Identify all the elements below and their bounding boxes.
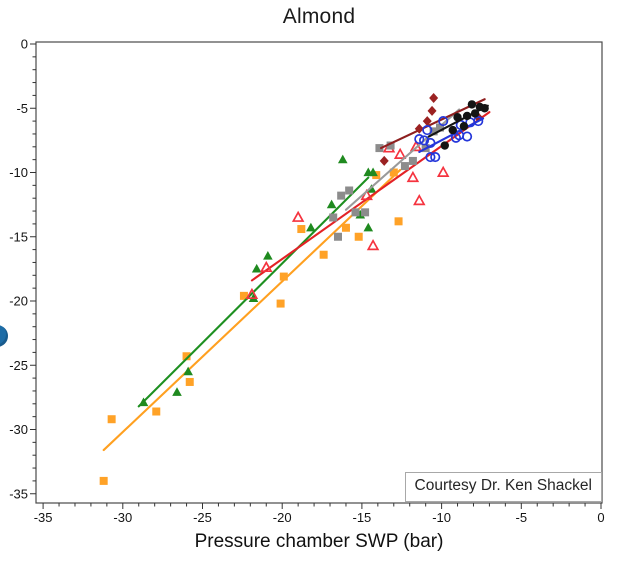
marker-red-open-triangles [393,147,407,159]
marker-gray-squares [408,156,417,165]
marker-green-triangles [326,199,337,209]
marker-dark-red-diamonds [427,105,437,116]
marker-green-triangles [172,387,182,396]
marker-orange-squares [319,250,328,259]
marker-dark-red-diamonds [414,123,424,134]
trend-line-dark-red-diamonds [379,98,486,150]
marker-orange-squares [107,415,116,424]
x-tick-label: -5 [516,510,528,525]
marker-gray-squares [351,208,360,217]
x-tick-label: -15 [353,510,372,525]
marker-black-circles [480,104,489,113]
marker-orange-squares [354,232,363,241]
marker-red-open-triangles [436,165,450,177]
marker-gray-squares [337,191,346,200]
x-tick-label: 0 [597,510,604,525]
y-tick-label: -35 [9,486,28,501]
marker-orange-squares [389,168,398,177]
marker-red-open-triangles [366,239,380,251]
marker-green-triangles [251,263,262,273]
marker-blue-open-circles [430,152,441,163]
marker-orange-squares [297,225,306,234]
x-tick-label: -25 [193,510,212,525]
marker-blue-open-circles [438,116,449,127]
y-tick-label: -30 [9,422,28,437]
plot-frame [35,41,603,504]
x-tick-label: -30 [113,510,132,525]
marker-red-open-triangles [291,210,305,222]
marker-green-triangles [263,251,273,260]
marker-gray-squares [386,141,395,150]
marker-gray-squares [329,213,338,222]
y-tick-label: -15 [9,229,28,244]
x-tick-label: -10 [432,510,451,525]
marker-gray-squares [400,162,409,171]
y-tick-label: -25 [9,358,28,373]
marker-orange-squares [239,291,248,300]
marker-dark-red-diamonds [379,155,389,166]
marker-blue-open-circles [422,125,433,136]
marker-orange-squares [276,299,285,308]
marker-green-triangles [138,397,149,407]
x-tick-label: -35 [34,510,53,525]
marker-gray-squares [333,232,342,241]
marker-gray-squares [361,208,370,217]
marker-green-triangles [306,222,316,232]
marker-orange-squares [152,407,161,416]
marker-green-triangles [368,167,378,177]
marker-gray-squares [375,144,384,153]
marker-black-circles [448,125,457,135]
marker-green-triangles [363,222,374,232]
x-axis-title: Pressure chamber SWP (bar) [194,531,444,552]
edge-partial-circle-decoration [0,325,8,347]
marker-blue-open-circles [462,131,473,142]
y-tick-label: -5 [16,101,28,116]
marker-dark-red-diamonds [422,116,432,127]
marker-red-open-triangles [406,170,420,183]
marker-black-circles [462,111,472,121]
marker-orange-squares [394,217,403,226]
marker-blue-open-circles [419,135,430,146]
marker-gray-squares [429,127,438,136]
y-tick-label: -10 [9,165,28,180]
marker-blue-open-circles [425,152,436,163]
marker-red-open-triangles [260,260,273,273]
chart-title: Almond [282,5,356,28]
marker-green-triangles [183,366,193,376]
marker-gray-squares [345,186,354,195]
marker-black-circles [467,100,477,109]
marker-red-open-triangles [413,194,426,206]
y-tick-label: 0 [21,37,28,52]
courtesy-annotation: Courtesy Dr. Ken Shackel [404,472,602,502]
marker-red-open-triangles [245,287,259,300]
trend-line-orange-squares [102,168,402,452]
marker-blue-open-circles [473,116,484,127]
marker-orange-squares [279,272,288,281]
marker-black-circles [459,122,469,131]
marker-orange-squares [99,476,108,485]
marker-dark-red-diamonds [429,92,439,103]
marker-black-circles [453,113,462,122]
marker-orange-squares [341,223,350,232]
marker-black-circles [470,109,480,118]
x-tick-label: -20 [273,510,292,525]
marker-black-circles [440,141,449,150]
marker-blue-open-circles [454,130,465,141]
marker-green-triangles [355,209,366,219]
y-tick-label: -20 [9,294,28,309]
marker-gray-squares [436,123,445,132]
marker-green-triangles [337,154,348,164]
marker-blue-open-circles [425,137,436,148]
marker-orange-squares [185,377,194,386]
courtesy-text: Courtesy Dr. Ken Shackel [414,477,592,494]
marker-blue-open-circles [414,134,425,145]
marker-orange-squares [182,352,191,361]
